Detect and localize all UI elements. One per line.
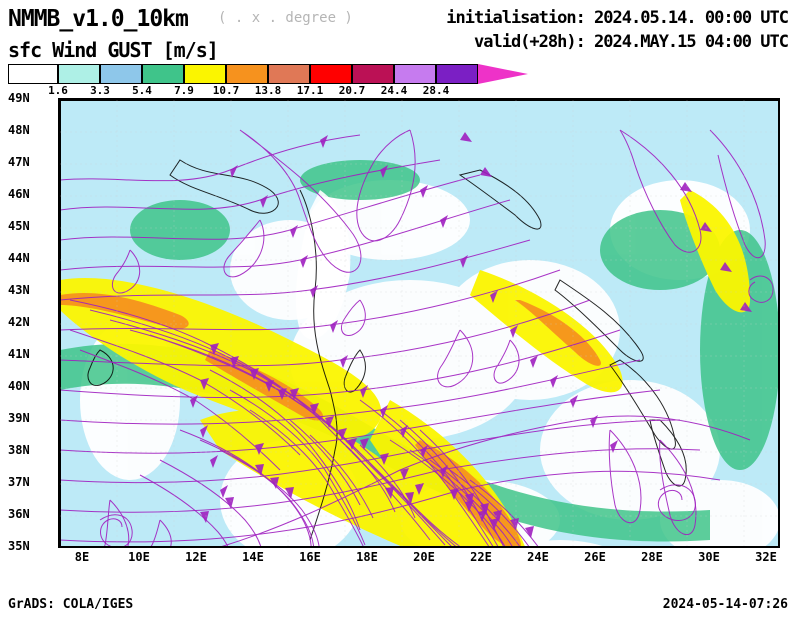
y-tick-46N: 46N: [8, 187, 30, 201]
y-tick-35N: 35N: [8, 539, 30, 553]
x-tick-8E: 8E: [75, 550, 89, 564]
colorbar-tick-6: 17.1: [297, 84, 324, 97]
y-tick-45N: 45N: [8, 219, 30, 233]
x-tick-32E: 32E: [755, 550, 777, 564]
colorbar-segment-6: [310, 64, 352, 84]
colorbar-tick-0: 1.6: [48, 84, 68, 97]
y-tick-40N: 40N: [8, 379, 30, 393]
y-tick-41N: 41N: [8, 347, 30, 361]
colorbar-tick-5: 13.8: [255, 84, 282, 97]
colorbar-segment-9: [436, 64, 478, 84]
x-tick-10E: 10E: [128, 550, 150, 564]
x-tick-20E: 20E: [413, 550, 435, 564]
colorbar-tick-2: 5.4: [132, 84, 152, 97]
initialisation-label: initialisation: 2024.05.14. 00:00 UTC: [446, 8, 788, 28]
y-tick-39N: 39N: [8, 411, 30, 425]
y-tick-43N: 43N: [8, 283, 30, 297]
generation-timestamp-label: 2024-05-14-07:26: [663, 597, 788, 612]
colorbar-segment-0: [58, 64, 100, 84]
degree-note-label: ( . x . degree ): [218, 10, 353, 26]
y-tick-47N: 47N: [8, 155, 30, 169]
colorbar-tick-1: 3.3: [90, 84, 110, 97]
wind-gust-map[interactable]: [58, 98, 780, 548]
x-tick-24E: 24E: [527, 550, 549, 564]
colorbar-segment-7: [352, 64, 394, 84]
colorbar-tick-7: 20.7: [339, 84, 366, 97]
y-tick-38N: 38N: [8, 443, 30, 457]
x-tick-16E: 16E: [299, 550, 321, 564]
colorbar-tick-3: 7.9: [174, 84, 194, 97]
x-tick-28E: 28E: [641, 550, 663, 564]
y-tick-48N: 48N: [8, 123, 30, 137]
legend-title-label: sfc Wind GUST [m/s]: [8, 38, 218, 62]
y-tick-44N: 44N: [8, 251, 30, 265]
y-tick-36N: 36N: [8, 507, 30, 521]
x-tick-18E: 18E: [356, 550, 378, 564]
colorbar-segment-8: [394, 64, 436, 84]
y-tick-49N: 49N: [8, 91, 30, 105]
colorbar-tick-9: 28.4: [423, 84, 450, 97]
x-tick-26E: 26E: [584, 550, 606, 564]
colorbar-tick-8: 24.4: [381, 84, 408, 97]
y-tick-42N: 42N: [8, 315, 30, 329]
x-tick-22E: 22E: [470, 550, 492, 564]
colorbar-segment-5: [268, 64, 310, 84]
colorbar-tick-4: 10.7: [213, 84, 240, 97]
x-tick-14E: 14E: [242, 550, 264, 564]
x-tick-12E: 12E: [185, 550, 207, 564]
y-tick-37N: 37N: [8, 475, 30, 489]
colorbar[interactable]: 1.6 3.3 5.4 7.9 10.7 13.8 17.1 20.7 24.4…: [8, 64, 478, 84]
colorbar-segment-1: [100, 64, 142, 84]
model-title-label: NMMB_v1.0_10km: [8, 6, 188, 32]
colorbar-segment-3: [184, 64, 226, 84]
colorbar-segment-4: [226, 64, 268, 84]
weather-map-screen: NMMB_v1.0_10km ( . x . degree ) sfc Wind…: [0, 0, 800, 618]
valid-time-label: valid(+28h): 2024.MAY.15 04:00 UTC: [474, 32, 788, 52]
grads-credit-label: GrADS: COLA/IGES: [8, 597, 133, 612]
colorbar-segment-2: [142, 64, 184, 84]
x-tick-30E: 30E: [698, 550, 720, 564]
